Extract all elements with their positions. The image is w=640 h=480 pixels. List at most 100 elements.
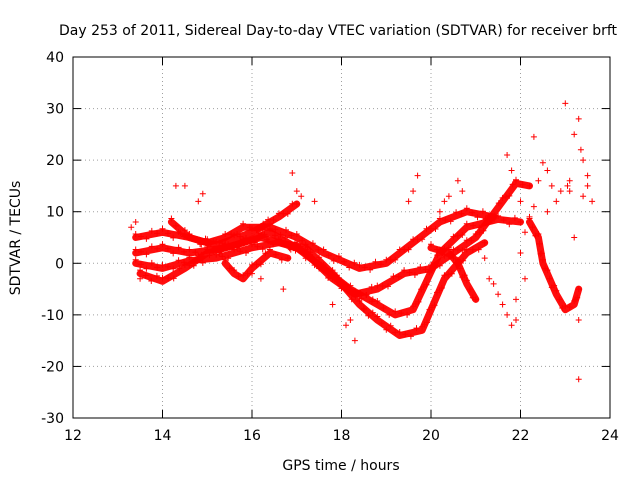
data-point bbox=[454, 232, 461, 239]
data-point bbox=[544, 167, 551, 174]
data-point bbox=[347, 317, 354, 323]
data-point bbox=[566, 304, 573, 311]
data-point bbox=[571, 131, 578, 138]
data-point bbox=[361, 264, 368, 271]
data-point bbox=[272, 232, 278, 239]
data-point bbox=[176, 265, 183, 272]
data-point bbox=[272, 251, 279, 258]
data-point bbox=[254, 243, 261, 250]
data-point bbox=[500, 217, 507, 224]
data-point bbox=[439, 251, 446, 258]
data-point bbox=[466, 286, 473, 293]
data-point bbox=[181, 227, 188, 234]
data-point bbox=[475, 246, 482, 253]
series-layer bbox=[128, 100, 596, 383]
y-tick-label: 40 bbox=[46, 50, 64, 66]
data-point bbox=[343, 322, 349, 329]
data-point bbox=[240, 236, 247, 243]
data-point bbox=[293, 201, 300, 207]
data-point bbox=[216, 250, 223, 256]
data-point bbox=[402, 331, 409, 338]
data-point bbox=[132, 256, 139, 263]
data-point bbox=[293, 231, 300, 237]
data-point bbox=[250, 239, 257, 245]
x-tick-label: 14 bbox=[154, 428, 172, 444]
data-point bbox=[272, 226, 279, 233]
data-point bbox=[526, 182, 533, 189]
data-point bbox=[138, 248, 144, 255]
data-point bbox=[537, 250, 544, 257]
data-point bbox=[284, 255, 291, 262]
data-point bbox=[511, 214, 518, 221]
data-point bbox=[383, 326, 390, 333]
data-point bbox=[513, 317, 519, 323]
data-point bbox=[457, 265, 464, 272]
y-tick-label: 20 bbox=[46, 153, 64, 169]
data-point bbox=[270, 217, 277, 223]
data-point bbox=[405, 198, 412, 205]
data-point bbox=[441, 198, 448, 205]
data-point bbox=[584, 172, 591, 179]
data-point bbox=[343, 281, 349, 288]
data-point bbox=[536, 240, 543, 247]
data-point bbox=[266, 220, 273, 227]
data-point bbox=[357, 289, 364, 296]
data-point bbox=[175, 244, 182, 251]
data-point bbox=[168, 215, 175, 222]
data-point bbox=[470, 222, 477, 229]
data-point bbox=[556, 296, 563, 303]
data-point bbox=[546, 275, 553, 282]
data-point bbox=[128, 224, 135, 231]
data-point bbox=[226, 265, 233, 272]
data-point bbox=[564, 182, 571, 189]
data-point bbox=[463, 277, 470, 284]
data-point bbox=[396, 329, 403, 335]
data-point bbox=[315, 246, 322, 253]
data-point bbox=[374, 298, 381, 304]
data-point bbox=[553, 198, 560, 205]
data-point bbox=[222, 256, 229, 263]
x-tick-label: 16 bbox=[243, 428, 261, 444]
data-point bbox=[299, 237, 306, 244]
data-point bbox=[535, 177, 542, 184]
data-point bbox=[574, 294, 581, 301]
data-point bbox=[504, 152, 511, 158]
data-point bbox=[544, 208, 551, 215]
series-band bbox=[167, 208, 498, 272]
data-point bbox=[580, 193, 587, 200]
data-point bbox=[506, 221, 513, 228]
y-tick-label: 10 bbox=[46, 205, 64, 221]
data-point bbox=[316, 254, 323, 261]
data-point bbox=[288, 232, 295, 239]
data-point bbox=[351, 337, 358, 344]
data-point bbox=[192, 236, 199, 243]
data-point bbox=[422, 266, 429, 273]
data-point bbox=[367, 266, 374, 273]
data-point bbox=[142, 272, 149, 279]
data-point bbox=[508, 167, 515, 174]
data-point bbox=[479, 208, 486, 215]
y-tick-label: -20 bbox=[41, 359, 64, 375]
data-point bbox=[401, 267, 408, 274]
data-point bbox=[172, 182, 179, 189]
x-tick-label: 24 bbox=[601, 428, 619, 444]
data-point bbox=[222, 241, 229, 248]
data-point bbox=[469, 246, 476, 253]
data-point bbox=[199, 259, 206, 266]
y-axis-label: SDTVAR / TECUs bbox=[8, 181, 24, 296]
data-point bbox=[575, 376, 582, 383]
data-point bbox=[365, 312, 372, 319]
data-point bbox=[228, 243, 235, 250]
data-point bbox=[334, 278, 340, 285]
data-point bbox=[204, 246, 211, 253]
data-point bbox=[219, 253, 226, 260]
data-point bbox=[526, 213, 533, 220]
data-point bbox=[240, 220, 247, 227]
data-point bbox=[159, 274, 166, 281]
data-point bbox=[562, 100, 569, 107]
data-point bbox=[377, 261, 384, 268]
data-point bbox=[237, 248, 244, 255]
data-point bbox=[287, 241, 294, 248]
data-point bbox=[346, 264, 353, 271]
data-point bbox=[379, 283, 386, 289]
